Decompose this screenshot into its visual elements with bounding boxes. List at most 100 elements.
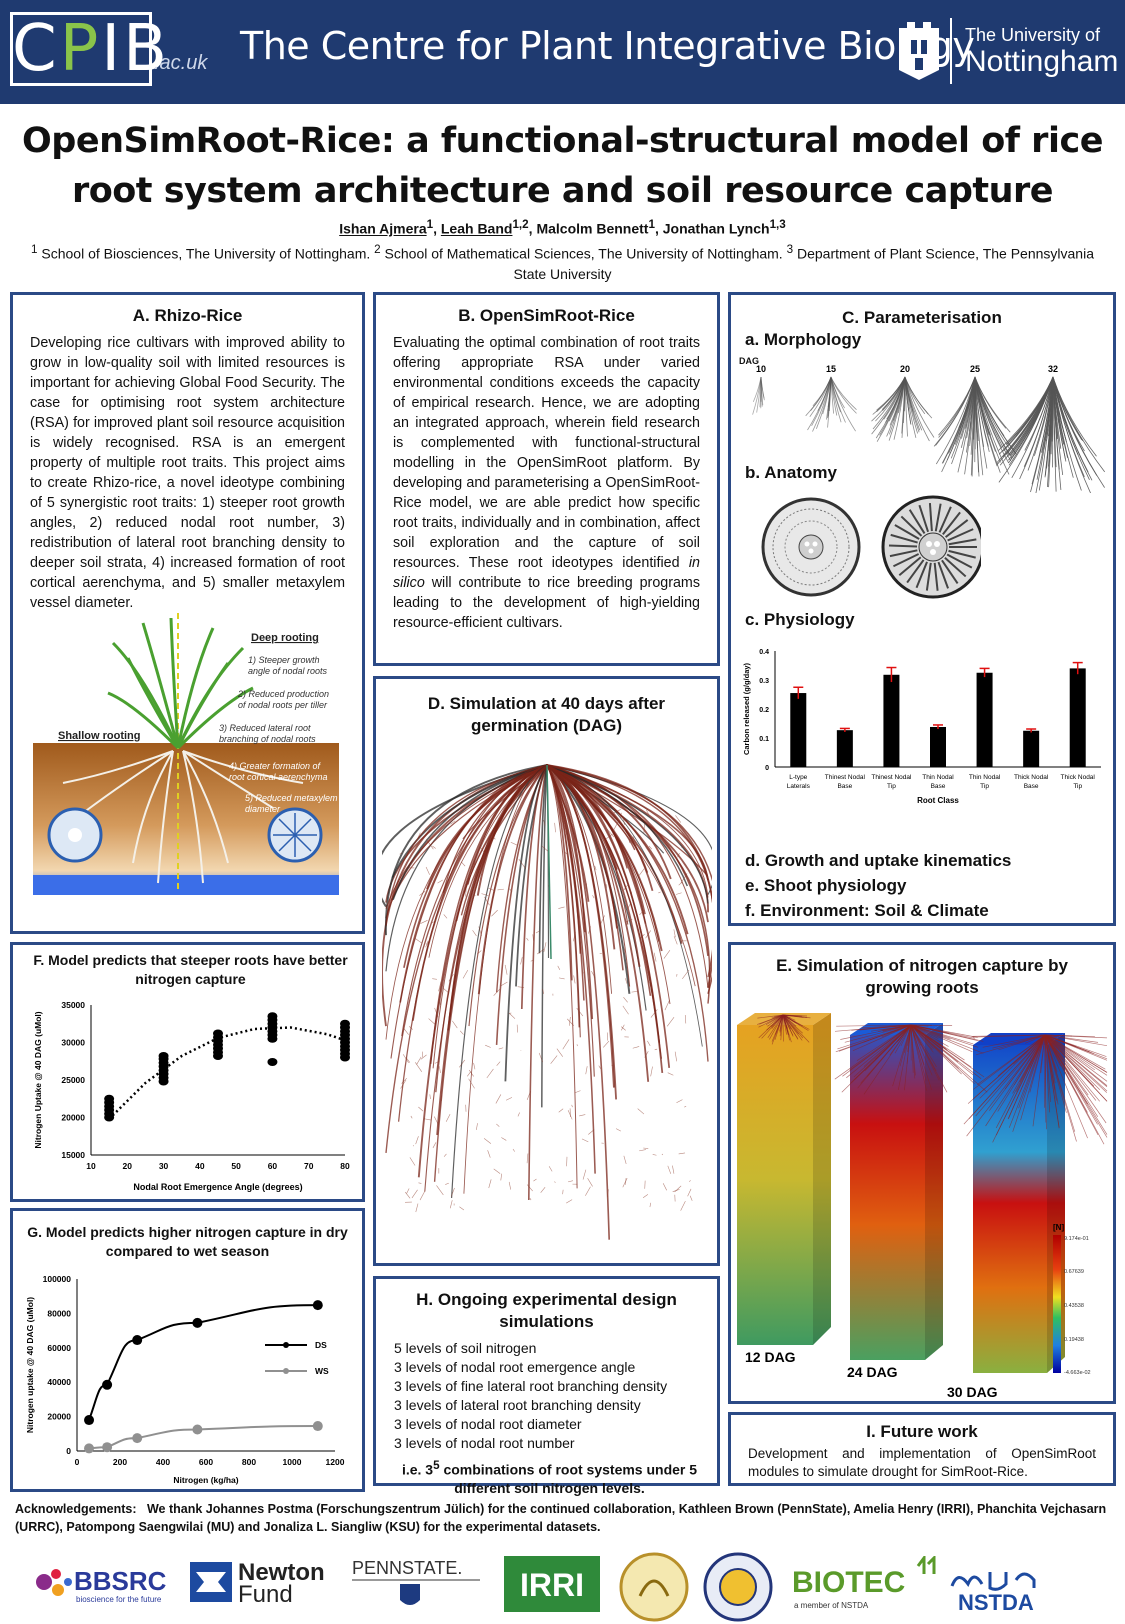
lateral-root	[488, 1179, 492, 1189]
list-item: 3 levels of nodal root emergence angle	[394, 1359, 636, 1375]
lateral-root	[472, 930, 477, 937]
colorbar-tick: 9.174e-01	[1064, 1236, 1089, 1242]
list-item: 3 levels of lateral root branching densi…	[394, 1397, 641, 1413]
lateral-root	[432, 1142, 437, 1149]
author-name: Ishan Ajmera	[339, 220, 427, 237]
colorbar	[1053, 1235, 1061, 1373]
dag-value: 32	[1048, 365, 1058, 374]
lateral-root	[652, 1154, 657, 1156]
root-strand	[546, 764, 611, 1240]
lateral-root	[650, 1066, 653, 1077]
lateral-root	[606, 1032, 609, 1041]
panel-future-work: I. Future work Development and implement…	[728, 1412, 1116, 1486]
lateral-root	[497, 888, 504, 891]
lateral-root	[675, 892, 682, 895]
lateral-root	[582, 1169, 587, 1180]
lateral-root	[452, 1020, 458, 1029]
root-strand	[963, 1034, 1046, 1125]
lateral-root	[526, 1153, 529, 1164]
lateral-root	[646, 809, 649, 815]
x-tick-label: 1000	[283, 1457, 302, 1467]
root-strand	[767, 1014, 784, 1038]
lateral-root	[632, 836, 637, 846]
lateral-root	[425, 940, 429, 945]
lateral-root	[465, 887, 467, 897]
lateral-root	[664, 1000, 670, 1011]
data-point	[267, 1058, 278, 1066]
root-strand	[758, 1014, 784, 1028]
lateral-root	[443, 1153, 447, 1157]
series-line	[88, 1425, 318, 1450]
root-strand	[830, 376, 842, 423]
poster-header: CPIB .ac.uk The Centre for Plant Integra…	[0, 0, 1125, 104]
y-axis-label: Nitrogen uptake @ 40 DAG (uMol)	[25, 1297, 35, 1433]
root-strand	[942, 376, 976, 464]
lateral-root	[509, 888, 513, 893]
root-strand	[546, 764, 590, 902]
lateral-root	[526, 1091, 531, 1100]
root-strand	[900, 1024, 912, 1047]
lateral-root	[579, 1114, 586, 1117]
y-tick-label: 60000	[47, 1343, 71, 1353]
y-tick-label: 0.3	[759, 678, 769, 685]
lateral-root	[468, 1069, 474, 1077]
lateral-root	[643, 1147, 649, 1149]
nstda-logo: NSTDA	[950, 1572, 1036, 1615]
root-strand	[817, 376, 832, 412]
trait-3-label: 3) Reduced lateral root branching of noda…	[219, 723, 316, 744]
x-tick-label: Base	[1024, 783, 1039, 790]
irri-wordmark: IRRI	[520, 1567, 584, 1603]
colorbar-tick: -4.663e-02	[1064, 1370, 1091, 1376]
lateral-root	[576, 1007, 584, 1017]
root-strand	[972, 1034, 1046, 1090]
lateral-root	[622, 1177, 628, 1188]
y-tick-label: 0	[765, 765, 769, 772]
dag-value: 20	[900, 365, 910, 374]
lateral-root	[548, 1166, 553, 1172]
root-strand	[1044, 1034, 1100, 1102]
dag-label: DAG	[739, 356, 759, 366]
root-strand	[974, 376, 1007, 429]
root-strand	[538, 764, 548, 954]
primary-root	[546, 764, 552, 960]
aerenchyma-spoke	[918, 504, 930, 533]
lateral-root	[402, 1054, 409, 1064]
lateral-root	[460, 861, 466, 867]
lateral-root	[484, 896, 490, 906]
root-strand	[910, 1024, 984, 1054]
list-item: 3 levels of nodal root diameter	[394, 1416, 582, 1432]
data-point	[102, 1379, 113, 1390]
root-strand	[1019, 376, 1054, 480]
biotec-logo: BIOTEC a member of NSTDA	[792, 1556, 936, 1610]
root-strand	[1044, 1034, 1077, 1142]
root-strand	[1052, 376, 1057, 492]
y-tick-label: 30000	[61, 1038, 85, 1048]
root-strand	[1044, 1034, 1089, 1096]
lateral-root	[508, 1012, 516, 1019]
dag-value: 15	[826, 365, 836, 374]
lateral-root	[684, 1014, 687, 1024]
x-tick-label: Laterals	[787, 783, 811, 790]
root-strand	[863, 1024, 912, 1067]
legend-marker	[283, 1368, 289, 1374]
lateral-root	[415, 1203, 419, 1213]
lateral-root	[416, 832, 421, 841]
root-strand	[834, 1024, 912, 1032]
lateral-root	[667, 1165, 672, 1174]
parameter-item: d. Growth and uptake kinematics	[745, 851, 1012, 870]
root-strand	[1044, 1034, 1095, 1038]
root-strand	[1044, 1034, 1108, 1047]
lateral-root	[585, 1186, 591, 1196]
parameter-item: e. Shoot physiology	[745, 876, 907, 895]
data-point	[104, 1094, 115, 1103]
y-axis-label: Nitrogen Uptake @ 40 DAG (uMol)	[33, 1011, 43, 1148]
poster-title: OpenSimRoot-Rice: a functional-structura…	[22, 121, 1103, 211]
x-tick-label: Tip	[980, 783, 989, 790]
root-strand	[856, 1024, 912, 1061]
x-tick-label: 60	[268, 1161, 278, 1171]
root-strand	[910, 1024, 937, 1072]
aerenchyma-spoke	[928, 503, 933, 532]
lateral-root	[462, 969, 469, 979]
lateral-root	[429, 1094, 431, 1100]
root-strand	[910, 1024, 916, 1076]
